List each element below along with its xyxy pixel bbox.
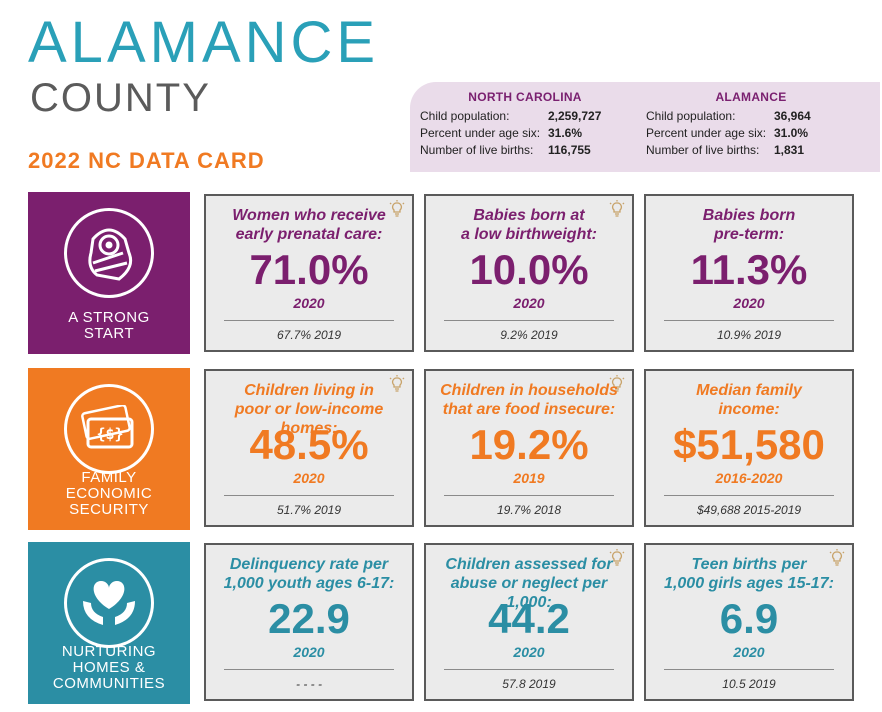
indicator-previous: 10.9% 2019: [716, 328, 782, 342]
indicator-value: 6.9: [719, 595, 779, 642]
summary-north-carolina: NORTH CAROLINA Child population: 2,259,7…: [420, 90, 630, 159]
indicator-year: 2016-2020: [715, 470, 783, 486]
indicator-year: 2020: [733, 295, 765, 311]
category-strong-start: A STRONG START: [28, 192, 190, 354]
indicator-value: 19.2%: [469, 421, 589, 468]
summary-value: 1,831: [774, 143, 805, 157]
category-nurturing-homes: NURTURING HOMES & COMMUNITIES: [28, 542, 190, 704]
divider: [664, 320, 834, 321]
lightbulb-icon: [608, 549, 626, 572]
indicator-value: 71.0%: [249, 246, 369, 293]
divider: [664, 495, 834, 496]
indicator-year: 2020: [293, 644, 325, 660]
indicator-value: 11.3%: [690, 246, 808, 293]
indicator-year: 2019: [513, 470, 545, 486]
indicator-year: 2020: [513, 644, 545, 660]
summary-alamance: ALAMANCE Child population: 36,964 Percen…: [646, 90, 856, 159]
summary-value: 36,964: [774, 109, 811, 123]
summary-label: Percent under age six:: [646, 126, 767, 140]
summary-panel: NORTH CAROLINA Child population: 2,259,7…: [410, 82, 880, 172]
money-icon: {$}: [64, 384, 154, 474]
divider: [444, 495, 614, 496]
divider: [224, 495, 394, 496]
data-card-year: 2022: [28, 148, 81, 173]
indicator-year: 2020: [293, 295, 325, 311]
divider: [444, 669, 614, 670]
indicator-label: Women who receive early prenatal care:: [232, 207, 386, 243]
indicator-label: Children in households that are food ins…: [440, 382, 618, 418]
indicator-label: Babies born at a low birthweight:: [461, 207, 597, 243]
summary-value: 31.6%: [548, 126, 583, 140]
summary-row: Number of live births: 1,831: [646, 142, 856, 159]
summary-value: 116,755: [548, 143, 591, 157]
indicator-card-low-income: Children living in poor or low-income ho…: [204, 369, 414, 527]
lightbulb-icon: [828, 549, 846, 572]
indicator-year: 2020: [733, 644, 765, 660]
summary-label: Percent under age six:: [420, 126, 541, 140]
summary-row: Child population: 2,259,727: [420, 108, 630, 125]
indicator-previous: 51.7% 2019: [276, 503, 342, 517]
summary-row: Percent under age six: 31.6%: [420, 125, 630, 142]
indicator-card-prenatal-care: Women who receive early prenatal care: 7…: [204, 194, 414, 352]
summary-heading: ALAMANCE: [715, 90, 787, 104]
lightbulb-icon: [608, 375, 626, 398]
indicator-card-median-income: Median family income: $51,580 2016-2020 …: [644, 369, 854, 527]
category-label: FAMILY ECONOMIC SECURITY: [65, 469, 153, 518]
county-title: ALAMANCE: [28, 10, 380, 75]
divider: [224, 669, 394, 670]
category-family-economic-security: {$} FAMILY ECONOMIC SECURITY: [28, 368, 190, 530]
divider: [224, 320, 394, 321]
indicator-value: 44.2: [488, 595, 570, 642]
summary-label: Number of live births:: [420, 143, 534, 157]
indicator-card-food-insecure: Children in households that are food ins…: [424, 369, 634, 527]
summary-row: Child population: 36,964: [646, 108, 856, 125]
indicator-year: 2020: [293, 470, 325, 486]
summary-row: Percent under age six: 31.0%: [646, 125, 856, 142]
lightbulb-icon: [388, 200, 406, 223]
indicator-label: Children living in poor or low-income ho…: [234, 382, 384, 437]
heart-hands-icon: [64, 558, 154, 648]
indicator-value: 10.0%: [469, 246, 589, 293]
summary-label: Number of live births:: [646, 143, 760, 157]
data-card-title: 2022 NC DATA CARD: [28, 148, 265, 174]
indicator-previous: 57.8 2019: [502, 677, 556, 691]
divider: [664, 669, 834, 670]
county-subtitle: COUNTY: [30, 76, 211, 120]
indicator-label: Median family income:: [696, 382, 802, 418]
indicator-value: $51,580: [673, 421, 825, 468]
baby-icon: [64, 208, 154, 298]
lightbulb-icon: [608, 200, 626, 223]
indicator-card-pre-term: Babies born pre-term: 11.3% 2020 10.9% 2…: [644, 194, 854, 352]
indicator-label: Teen births per 1,000 girls ages 15-17:: [664, 556, 834, 592]
data-card-label: NC DATA CARD: [88, 148, 265, 173]
svg-text:{$}: {$}: [96, 425, 123, 443]
indicator-previous: - - - -: [296, 677, 322, 691]
summary-heading: NORTH CAROLINA: [468, 90, 582, 104]
indicator-value: 48.5%: [249, 421, 369, 468]
indicator-previous: 9.2% 2019: [500, 328, 558, 342]
lightbulb-icon: [388, 375, 406, 398]
category-label: A STRONG START: [68, 309, 150, 342]
indicator-card-low-birthweight: Babies born at a low birthweight: 10.0% …: [424, 194, 634, 352]
indicator-card-abuse-neglect: Children assessed for abuse or neglect p…: [424, 543, 634, 701]
divider: [444, 320, 614, 321]
indicator-previous: 19.7% 2018: [496, 503, 562, 517]
summary-value: 2,259,727: [548, 109, 602, 123]
indicator-card-teen-births: Teen births per 1,000 girls ages 15-17: …: [644, 543, 854, 701]
summary-label: Child population:: [646, 109, 736, 123]
indicator-label: Children assessed for abuse or neglect p…: [445, 556, 613, 611]
summary-label: Child population:: [420, 109, 510, 123]
indicator-label: Babies born pre-term:: [702, 207, 796, 243]
indicator-card-delinquency: Delinquency rate per 1,000 youth ages 6-…: [204, 543, 414, 701]
indicator-label: Delinquency rate per 1,000 youth ages 6-…: [223, 556, 395, 592]
indicator-previous: $49,688 2015-2019: [696, 503, 802, 517]
indicator-previous: 10.5 2019: [722, 677, 776, 691]
category-label: NURTURING HOMES & COMMUNITIES: [52, 643, 166, 692]
indicator-value: 22.9: [268, 595, 350, 642]
summary-value: 31.0%: [774, 126, 809, 140]
indicator-previous: 67.7% 2019: [276, 328, 342, 342]
indicator-year: 2020: [513, 295, 545, 311]
summary-row: Number of live births: 116,755: [420, 142, 630, 159]
